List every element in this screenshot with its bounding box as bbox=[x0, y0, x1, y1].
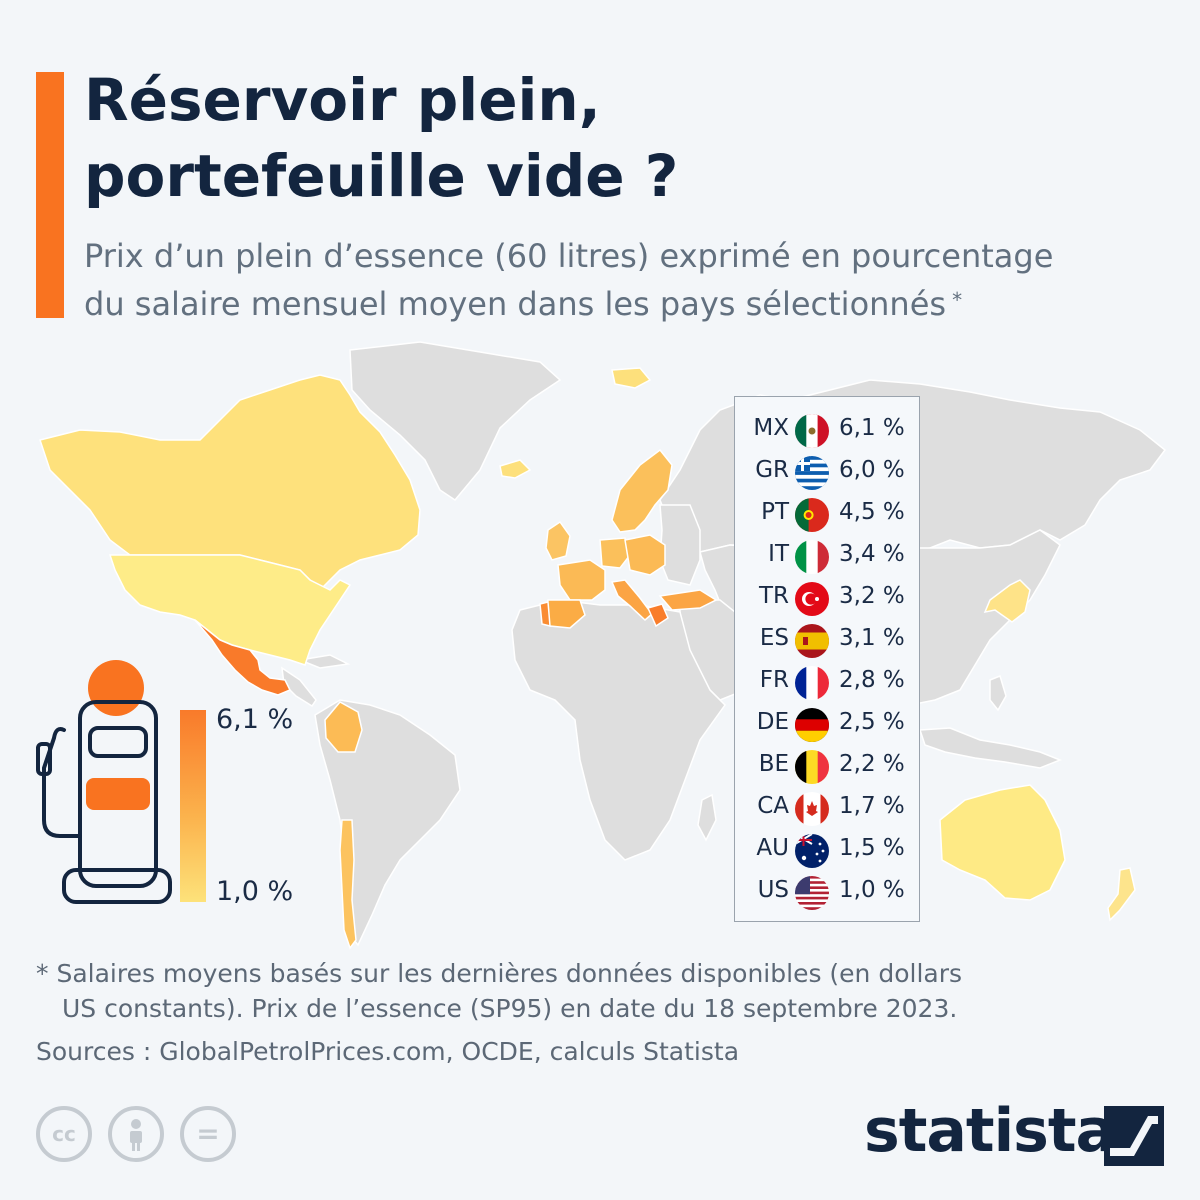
accent-bar bbox=[36, 72, 64, 318]
scale-min-label: 1,0 % bbox=[216, 876, 294, 907]
sources: Sources : GlobalPetrolPrices.com, OCDE, … bbox=[36, 1037, 740, 1066]
turkey-flag-icon bbox=[795, 582, 829, 616]
subtitle-footnote-marker: * bbox=[952, 288, 963, 312]
france-shape bbox=[557, 559, 606, 601]
uk-shape bbox=[545, 520, 571, 561]
country-code: AU bbox=[756, 835, 789, 861]
share-value: 1,0 % bbox=[839, 877, 905, 903]
legend-row-ca: CA 1,7 % bbox=[735, 787, 921, 829]
country-code: MX bbox=[753, 415, 789, 441]
country-code: US bbox=[757, 877, 789, 903]
svalbard-shape bbox=[611, 367, 652, 389]
australia-flag-icon bbox=[795, 834, 829, 868]
chile-shape bbox=[339, 819, 357, 950]
legend-table: MX 6,1 % GR 6,0 % PT 4,5 % IT 3,4 % TR 3,2 % ES 3,1… bbox=[734, 396, 920, 922]
belgium-flag-icon bbox=[795, 750, 829, 784]
japan-shape bbox=[983, 579, 1031, 623]
title-line-2: portefeuille vide ? bbox=[84, 142, 679, 210]
country-code: IT bbox=[768, 541, 789, 567]
share-value: 2,8 % bbox=[839, 667, 905, 693]
share-value: 6,0 % bbox=[839, 457, 905, 483]
country-code: BE bbox=[758, 751, 789, 777]
license-icons: cc = bbox=[36, 1106, 246, 1162]
iceland-shape bbox=[499, 459, 532, 479]
title-line-1: Réservoir plein, bbox=[84, 66, 601, 134]
legend-row-it: IT 3,4 % bbox=[735, 535, 921, 577]
country-code: ES bbox=[759, 625, 789, 651]
subtitle-line-2-text: du salaire mensuel moyen dans les pays s… bbox=[84, 285, 947, 323]
country-code: DE bbox=[756, 709, 789, 735]
country-code: FR bbox=[759, 667, 789, 693]
scandinavia-shape bbox=[611, 448, 673, 533]
madagascar-shape bbox=[697, 793, 717, 842]
canada-flag-icon bbox=[795, 792, 829, 826]
legend-row-fr: FR 2,8 % bbox=[735, 661, 921, 703]
central-europe-shape bbox=[624, 534, 666, 576]
creative-commons-icon[interactable]: cc bbox=[36, 1106, 92, 1162]
portugal-shape bbox=[539, 601, 551, 627]
spain-flag-icon bbox=[795, 624, 829, 658]
share-value: 3,1 % bbox=[839, 625, 905, 651]
subtitle-line-1: Prix d’un plein d’essence (60 litres) ex… bbox=[84, 237, 1054, 275]
colombia-shape bbox=[324, 701, 363, 753]
indonesia-shape bbox=[918, 727, 1063, 769]
statista-logo-text[interactable]: statista bbox=[864, 1096, 1116, 1166]
fuel-pump-icon bbox=[36, 660, 172, 904]
legend-row-es: ES 3,1 % bbox=[735, 619, 921, 661]
attribution-icon[interactable] bbox=[108, 1106, 164, 1162]
usa-flag-icon bbox=[795, 876, 829, 910]
legend-row-pt: PT 4,5 % bbox=[735, 493, 921, 535]
scale-max-label: 6,1 % bbox=[216, 704, 294, 735]
legend-row-gr: GR 6,0 % bbox=[735, 451, 921, 493]
turkey-shape bbox=[658, 589, 718, 611]
country-code: PT bbox=[761, 499, 789, 525]
share-value: 3,2 % bbox=[839, 583, 905, 609]
mexico-flag-icon bbox=[795, 414, 829, 448]
legend-row-tr: TR 3,2 % bbox=[735, 577, 921, 619]
country-code: CA bbox=[757, 793, 789, 819]
share-value: 2,5 % bbox=[839, 709, 905, 735]
share-value: 3,4 % bbox=[839, 541, 905, 567]
share-value: 1,7 % bbox=[839, 793, 905, 819]
country-code: GR bbox=[755, 457, 789, 483]
portugal-flag-icon bbox=[795, 498, 829, 532]
greece-shape bbox=[646, 603, 669, 628]
footnote-line-2: US constants). Prix de l’essence (SP95) … bbox=[62, 994, 958, 1023]
legend-row-us: US 1,0 % bbox=[735, 871, 921, 913]
subtitle-line-2: du salaire mensuel moyen dans les pays s… bbox=[84, 280, 1184, 328]
statista-logo-icon bbox=[1104, 1106, 1164, 1166]
legend-row-de: DE 2,5 % bbox=[735, 703, 921, 745]
share-value: 4,5 % bbox=[839, 499, 905, 525]
germany-flag-icon bbox=[795, 708, 829, 742]
australia-shape bbox=[939, 784, 1066, 901]
italy-flag-icon bbox=[795, 540, 829, 574]
footnote-line-1: * Salaires moyens basés sur les dernière… bbox=[36, 959, 963, 988]
share-value: 1,5 % bbox=[839, 835, 905, 861]
philippines-shape bbox=[989, 674, 1007, 712]
italy-shape bbox=[610, 579, 654, 622]
no-derivatives-icon[interactable]: = bbox=[180, 1106, 236, 1162]
footnote: * Salaires moyens basés sur les dernière… bbox=[36, 956, 1156, 1026]
legend-row-be: BE 2,2 % bbox=[735, 745, 921, 787]
greece-flag-icon bbox=[795, 456, 829, 490]
eastern-europe-shape bbox=[659, 504, 701, 586]
new-zealand-shape bbox=[1107, 867, 1136, 922]
country-code: TR bbox=[758, 583, 789, 609]
greenland-shape bbox=[349, 341, 562, 501]
legend-row-au: AU 1,5 % bbox=[735, 829, 921, 871]
cuba-shape bbox=[297, 654, 351, 669]
usa-shape bbox=[108, 554, 352, 666]
share-value: 2,2 % bbox=[839, 751, 905, 777]
subtitle: Prix d’un plein d’essence (60 litres) ex… bbox=[84, 232, 1184, 328]
france-flag-icon bbox=[795, 666, 829, 700]
page-title: Réservoir plein, portefeuille vide ? bbox=[84, 62, 1164, 214]
color-scale-bar bbox=[180, 710, 206, 902]
legend-row-mx: MX 6,1 % bbox=[735, 409, 921, 451]
germany-shape bbox=[599, 537, 631, 569]
mexico-shape bbox=[194, 619, 292, 696]
share-value: 6,1 % bbox=[839, 415, 905, 441]
